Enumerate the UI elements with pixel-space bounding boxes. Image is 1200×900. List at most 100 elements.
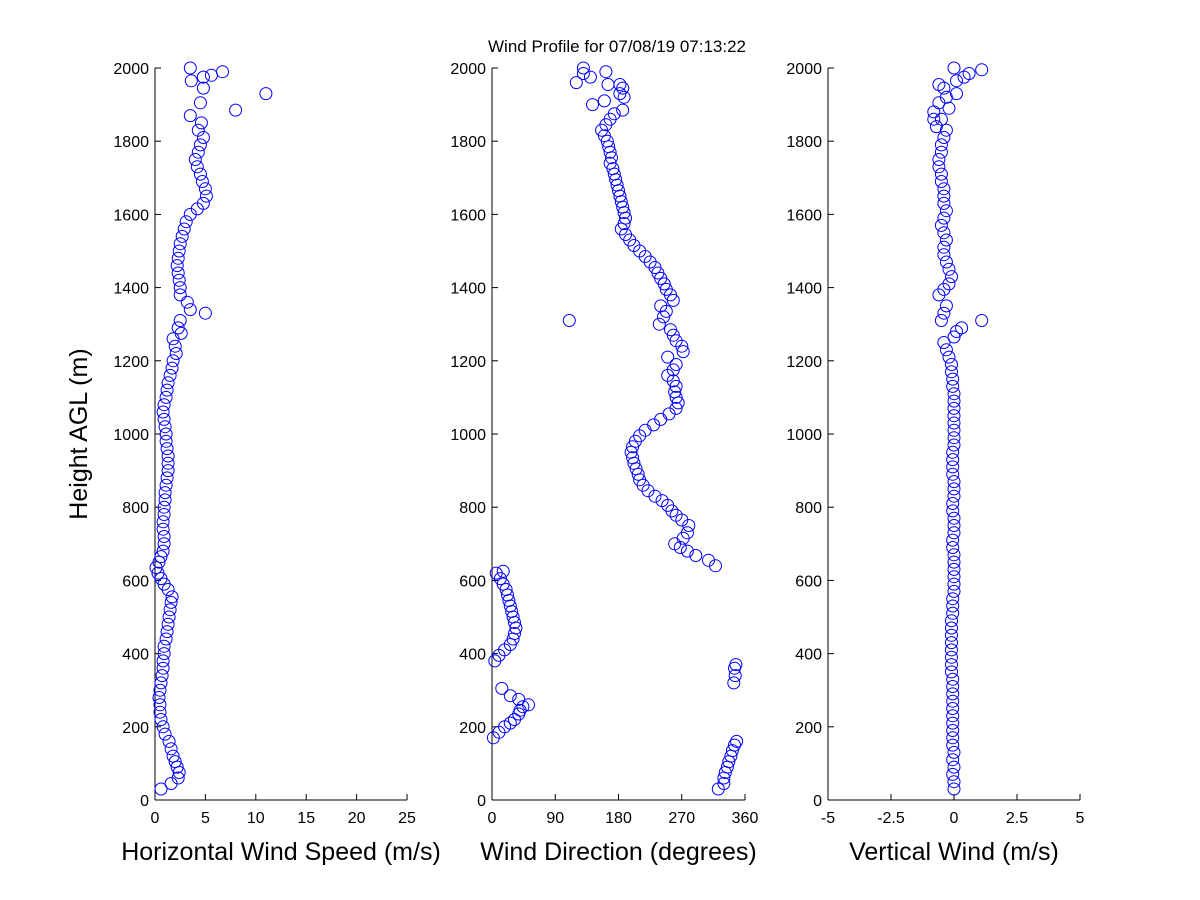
data-point [194,116,208,130]
data-point [946,592,960,606]
data-point [975,314,989,327]
data-point [947,577,961,591]
data-point [945,628,958,642]
data-point [159,632,173,646]
y-tick-label: 800 [459,500,486,517]
y-tick-label: 1800 [786,134,822,151]
y-tick-label: 1800 [113,134,149,151]
data-point [161,464,175,478]
y-tick-label: 600 [795,573,822,590]
data-point [937,131,951,144]
data-point [946,606,960,620]
data-point [932,153,946,166]
data-point [937,336,951,349]
data-point [676,345,690,359]
data-point [947,745,961,759]
x-tick-label: 0 [950,810,959,827]
data-point [191,123,205,137]
data-point [183,109,197,123]
data-point [946,767,960,781]
x-tick-label: 5 [1076,810,1085,827]
data-point [669,390,683,404]
data-point [946,738,960,752]
data-point [599,65,613,79]
y-tick-label: 1600 [450,207,486,224]
data-point [164,742,178,756]
data-point [617,90,631,104]
data-point [503,716,517,730]
x-tick-label: 20 [348,810,366,827]
data-point [927,105,941,119]
y-tick-label: 2000 [113,61,149,78]
data-point [204,68,218,82]
data-point [946,504,960,518]
data-point [501,588,514,602]
data-point [947,431,961,445]
data-point [937,211,951,225]
y-tick-label: 1200 [450,354,486,371]
data-point [702,553,715,567]
data-point [947,489,961,503]
data-point [946,445,960,459]
data-point [939,233,953,247]
y-tick-label: 400 [795,647,822,664]
data-point [947,387,961,401]
panel-speed: 0 5 10 15 20 25 0 200 400 600 800 1000 1200 1400 1600 1… [65,61,441,866]
data-point [934,112,948,126]
series-direction [486,61,744,796]
x-tick-label: 2.5 [1006,810,1028,827]
data-point [159,427,173,441]
data-point [160,442,174,456]
data-point [162,610,176,624]
data-point [576,67,590,80]
data-point [191,145,205,159]
y-tick-label: 1400 [113,281,149,298]
x-tick-label: 15 [297,810,315,827]
data-point [962,67,976,80]
data-point [156,720,170,734]
data-point [946,716,960,730]
data-point [156,544,170,558]
data-point [597,94,611,108]
data-point [154,676,168,690]
data-point [196,70,210,84]
data-point [942,350,956,364]
data-point [522,698,535,712]
data-point [151,566,165,580]
data-point [157,508,171,521]
data-point [198,306,212,320]
data-point [199,189,213,203]
data-point [730,734,744,748]
data-point [945,365,958,379]
data-point [626,451,640,465]
data-point [513,703,527,717]
data-point [947,394,961,408]
y-tick-label: 200 [795,720,822,737]
x-tick-label: 25 [398,810,416,827]
data-point [193,96,207,110]
data-point [156,515,170,529]
y-tick-label: 2000 [786,61,822,78]
data-point [166,332,180,346]
data-point [158,727,172,741]
data-point [937,196,951,210]
data-point [161,449,175,463]
data-point [946,599,960,613]
data-point [939,299,953,313]
data-point [934,175,948,188]
data-point [193,167,207,181]
data-point [562,314,576,327]
data-point [947,526,961,540]
data-point [160,625,174,639]
x-tick-label: 270 [668,810,695,827]
data-point [728,738,741,752]
data-point [617,217,631,231]
data-point [654,299,668,313]
data-point [607,107,621,121]
data-point [945,643,958,657]
data-point [932,78,946,91]
data-point [171,771,185,785]
data-point [196,131,210,144]
data-point [631,467,645,481]
data-point [947,562,961,576]
